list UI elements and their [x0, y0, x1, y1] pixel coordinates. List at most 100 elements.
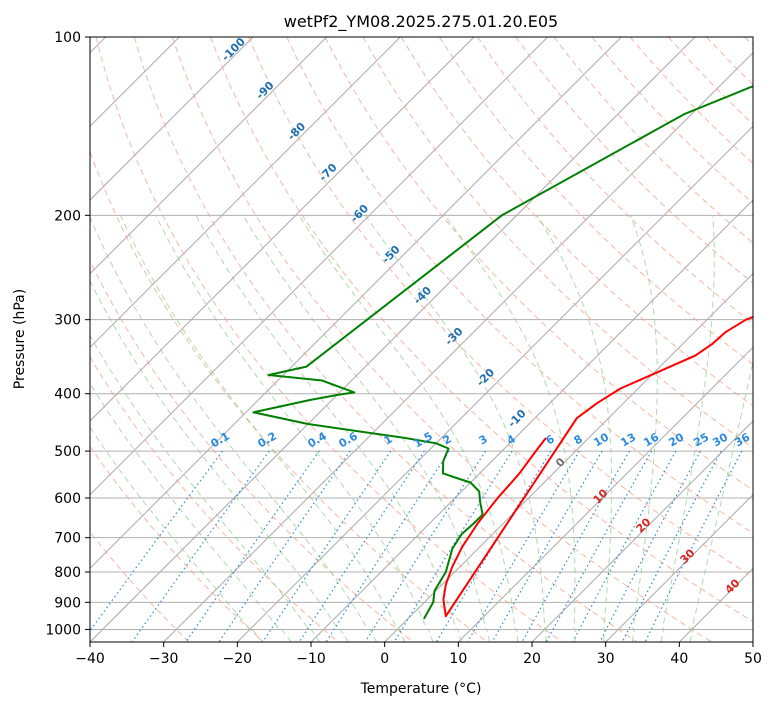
isotherm-line — [752, 641, 753, 642]
isopleth-labels: -100-90-80-70-60-50-40-30-20-100.1 0.2 0.4… — [209, 35, 753, 597]
x-tick-label: 20 — [523, 651, 541, 667]
dry-adiabat-line — [553, 37, 753, 244]
mixing-ratio-label: 0.1 — [209, 429, 232, 450]
mixing-ratio-label: 16 — [641, 430, 661, 449]
moist-adiabat-label: 10 — [591, 486, 611, 506]
dry-adiabat-label: -100 — [219, 35, 248, 64]
mixing-ratio-line — [599, 450, 702, 642]
moist-adiabat-line — [660, 215, 715, 642]
mixing-ratio-label: 13 — [618, 431, 638, 450]
moist-adiabat-label: 30 — [678, 546, 698, 566]
moist-adiabat-line — [90, 426, 263, 642]
mixing-ratio-line — [298, 450, 425, 642]
isotherm-line — [90, 37, 475, 422]
mixing-ratio-line — [218, 450, 351, 642]
moist-adiabat-line — [364, 215, 547, 642]
y-axis-title: Pressure (hPa) — [12, 289, 28, 389]
isotherm-line — [163, 51, 753, 642]
mixing-ratio-label: 0.4 — [306, 429, 330, 450]
isotherm-line — [90, 37, 254, 201]
x-tick-label: 0 — [380, 651, 389, 667]
dry-adiabat-line — [477, 37, 753, 325]
mixing-ratio-line — [545, 450, 653, 642]
chart-title: wetPf2_YM08.2025.275.01.20.E05 — [284, 12, 558, 32]
moist-adiabat-label: 40 — [723, 576, 743, 596]
dry-adiabat-label: -60 — [348, 202, 371, 225]
mixing-ratio-line — [491, 450, 603, 642]
x-tick-label: −30 — [149, 651, 179, 667]
isotherm-line — [90, 37, 696, 642]
mixing-ratio-label: 0.2 — [256, 429, 279, 450]
isotherm-line — [678, 567, 753, 642]
mixing-ratio-line — [435, 450, 552, 642]
mixing-ratio-label: 0.6 — [337, 429, 361, 450]
moist-adiabat-line — [536, 215, 613, 642]
x-tick-label: 30 — [597, 651, 615, 667]
plot-frame — [89, 36, 754, 643]
mixing-ratio-label: 6 — [544, 432, 557, 447]
isotherm-line — [90, 37, 401, 349]
y-tick-label: 100 — [54, 30, 81, 46]
mixing-ratio-label: 25 — [691, 431, 711, 450]
isotherm-line — [90, 37, 549, 496]
mixing-ratio-line — [621, 450, 722, 642]
y-tick-label: 900 — [54, 595, 81, 611]
mixing-ratio-label: 36 — [732, 430, 752, 449]
y-tick-label: 200 — [54, 208, 81, 224]
y-tick-label: 1000 — [45, 622, 81, 638]
mixing-ratio-label: 3 — [477, 432, 490, 447]
dry-adiabat-line — [744, 37, 753, 47]
dry-adiabat-line — [90, 259, 414, 642]
mixing-ratio-line — [131, 450, 270, 642]
isotherm-line — [605, 493, 753, 642]
mixing-ratio-line — [262, 450, 392, 642]
dry-adiabat-label: -50 — [379, 243, 402, 266]
mixing-ratio-line — [644, 450, 743, 642]
dry-adiabat-line — [438, 37, 753, 366]
x-tick-label: 10 — [449, 651, 467, 667]
mixing-ratio-label: 20 — [666, 430, 686, 449]
mixing-ratio-line — [325, 450, 450, 642]
isotherm-line — [90, 37, 328, 275]
mixing-ratio-label: 1 — [382, 432, 395, 447]
dry-adiabat-line — [248, 37, 753, 578]
y-tick-label: 300 — [54, 313, 81, 329]
isotherm-line — [531, 420, 753, 642]
mixing-ratio-line — [90, 450, 223, 632]
dry-adiabat-label: -70 — [316, 161, 339, 184]
isotherm-line — [384, 272, 753, 642]
dewpoint-profile-line — [252, 85, 753, 620]
moist-adiabat-line — [195, 215, 462, 642]
x-tick-label: 50 — [744, 651, 762, 667]
isotherm-line — [236, 125, 753, 642]
x-tick-label: −10 — [296, 651, 326, 667]
background-lines — [90, 37, 753, 642]
dry-adiabat-line — [286, 37, 753, 534]
y-tick-label: 800 — [54, 565, 81, 581]
moist-adiabat-line — [90, 382, 292, 642]
isotherm-line — [90, 37, 622, 570]
y-tick-label: 400 — [54, 387, 81, 403]
x-axis-title: Temperature (°C) — [360, 681, 482, 697]
dry-adiabat-label: -40 — [411, 284, 434, 307]
dry-adiabat-line — [324, 37, 753, 491]
dry-adiabat-line — [95, 37, 563, 642]
temperature-profile-line — [442, 315, 753, 618]
mixing-ratio-line — [521, 450, 631, 642]
data-lines — [252, 85, 753, 620]
dry-adiabat-line — [90, 531, 190, 642]
mixing-ratio-label: 8 — [572, 432, 585, 447]
x-tick-label: −40 — [75, 651, 105, 667]
y-tick-label: 500 — [54, 444, 81, 460]
mixing-ratio-line — [466, 450, 580, 642]
dry-adiabat-label: -30 — [442, 325, 465, 348]
mixing-ratio-line — [572, 450, 677, 642]
mixing-ratio-label: 10 — [591, 430, 611, 449]
dry-adiabat-line — [133, 37, 638, 642]
mixing-ratio-label: 4 — [505, 432, 518, 447]
dry-adiabat-label: -80 — [285, 120, 308, 143]
dry-adiabat-label: -90 — [253, 79, 276, 102]
dry-adiabat-line — [90, 445, 264, 642]
dry-adiabat-label: -10 — [505, 407, 528, 430]
